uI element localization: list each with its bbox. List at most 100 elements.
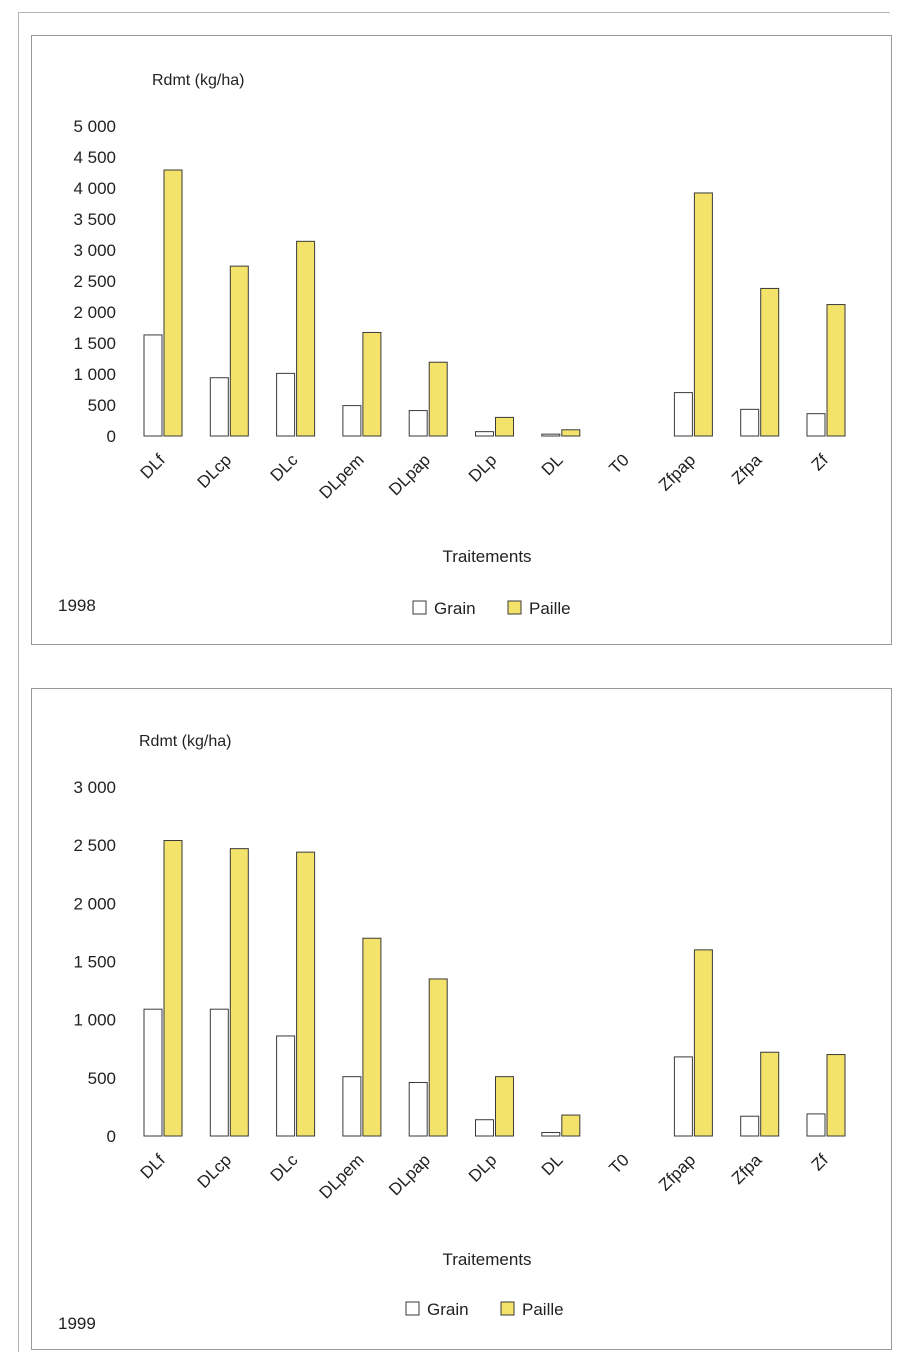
bar-grain [740,408,760,437]
bar-grain [806,413,826,437]
y-tick-label: 5 000 [73,117,116,136]
bar-paille [362,937,382,1137]
x-tick-label: DLcp [194,450,235,491]
y-tick-label: 2 000 [73,303,116,322]
bar-paille [163,169,183,437]
bar-grain [475,431,494,437]
bar-paille [163,840,183,1137]
x-tick-label: DLpem [316,1150,368,1202]
bar-grain [740,1115,760,1137]
x-tick-label: T0 [605,450,632,477]
year-label: 1998 [58,596,96,615]
bar-paille [495,416,514,437]
legend-swatch-grain [412,600,427,615]
legend: Grain Paille [405,1300,564,1319]
bar-grain [209,1008,229,1137]
y-tick-label: 500 [88,396,116,415]
bar-grain [276,1035,296,1137]
bar-grain [209,377,229,437]
x-tick-label: Zfpap [655,1150,699,1194]
chart-panel-1999: Rdmt (kg/ha) 0 500 1 000 1 500 2 000 2 500 3 00… [31,688,892,1350]
bar-grain [342,405,362,437]
bar-paille [760,1051,780,1137]
y-tick-label: 1 000 [73,1011,116,1030]
y-tick-label: 3 500 [73,210,116,229]
bar-grain [541,1132,561,1137]
bar-paille [428,978,448,1137]
y-axis-label: Rdmt (kg/ha) [139,733,231,750]
y-tick-label: 0 [107,427,116,446]
x-tick-label: Zf [808,1150,832,1174]
x-tick-label: DLc [267,450,302,485]
y-tick-label: 2 500 [73,836,116,855]
bar-grain [673,392,693,437]
bar-paille [826,304,846,437]
year-label: 1999 [58,1314,96,1333]
legend-swatch-paille [500,1301,515,1316]
y-tick-label: 1 500 [73,334,116,353]
legend-label-grain: Grain [434,599,476,618]
bar-grain [475,1119,494,1137]
x-tick-label: DLpap [385,450,434,499]
x-tick-label: DLcp [194,1150,235,1191]
legend-swatch-paille [507,600,522,615]
bar-paille [428,361,448,437]
legend-label-paille: Paille [522,1300,564,1319]
legend: Grain Paille [412,599,571,618]
bar-grain [673,1056,693,1137]
legend-label-grain: Grain [427,1300,469,1319]
x-tick-label: Zfpap [655,450,699,494]
bar-grain [408,410,428,437]
x-tick-label: T0 [605,1150,632,1177]
bar-paille [760,287,780,437]
chart-1998: Rdmt (kg/ha) 0 500 1 000 1 500 2 000 2 500 3 00… [58,72,846,618]
x-tick-label: DL [538,450,567,479]
bar-grain [806,1113,826,1137]
y-tick-label: 1 500 [73,953,116,972]
x-tick-label: DLf [137,1150,169,1182]
bar-grain [276,372,296,437]
bar-paille [561,1114,581,1137]
x-tick-label: DLc [267,1150,302,1185]
y-tick-label: 500 [88,1069,116,1088]
legend-label-paille: Paille [529,599,571,618]
bar-paille [495,1076,514,1137]
x-tick-label: Zfpa [728,1150,766,1188]
y-tick-label: 4 000 [73,179,116,198]
x-axis-label: Traitements [442,1250,531,1269]
y-tick-label: 0 [107,1127,116,1146]
bar-paille [229,265,249,437]
x-tick-label: DLpap [385,1150,434,1199]
y-tick-label: 2 500 [73,272,116,291]
bar-paille [296,240,316,437]
x-tick-label: DLp [465,1150,500,1185]
bar-paille [229,848,249,1137]
x-tick-label: Zf [808,450,832,474]
bar-grain [541,433,561,437]
page-left-rule [18,12,19,1352]
bar-grain [408,1081,428,1137]
bar-paille [693,192,713,437]
y-tick-label: 4 500 [73,148,116,167]
x-tick-label: DL [538,1150,567,1179]
x-axis-label: Traitements [442,547,531,566]
chart-1999: Rdmt (kg/ha) 0 500 1 000 1 500 2 000 2 500 3 00… [58,733,846,1333]
bar-grain [342,1076,362,1137]
y-tick-label: 3 000 [73,241,116,260]
bar-paille [296,851,316,1137]
x-tick-label: Zfpa [728,450,766,488]
bar-paille [561,429,581,437]
y-tick-label: 1 000 [73,365,116,384]
x-tick-label: DLpem [316,450,368,502]
y-axis-label: Rdmt (kg/ha) [152,72,244,89]
bar-paille [693,949,713,1137]
bar-paille [826,1054,846,1137]
bar-paille [362,331,382,437]
page-top-rule [18,12,890,13]
chart-panel-1998: Rdmt (kg/ha) 0 500 1 000 1 500 2 000 2 500 3 00… [31,35,892,645]
y-tick-label: 3 000 [73,778,116,797]
x-tick-label: DLp [465,450,500,485]
x-tick-label: DLf [137,450,169,482]
bar-grain [143,1008,163,1137]
bar-grain [143,334,163,437]
